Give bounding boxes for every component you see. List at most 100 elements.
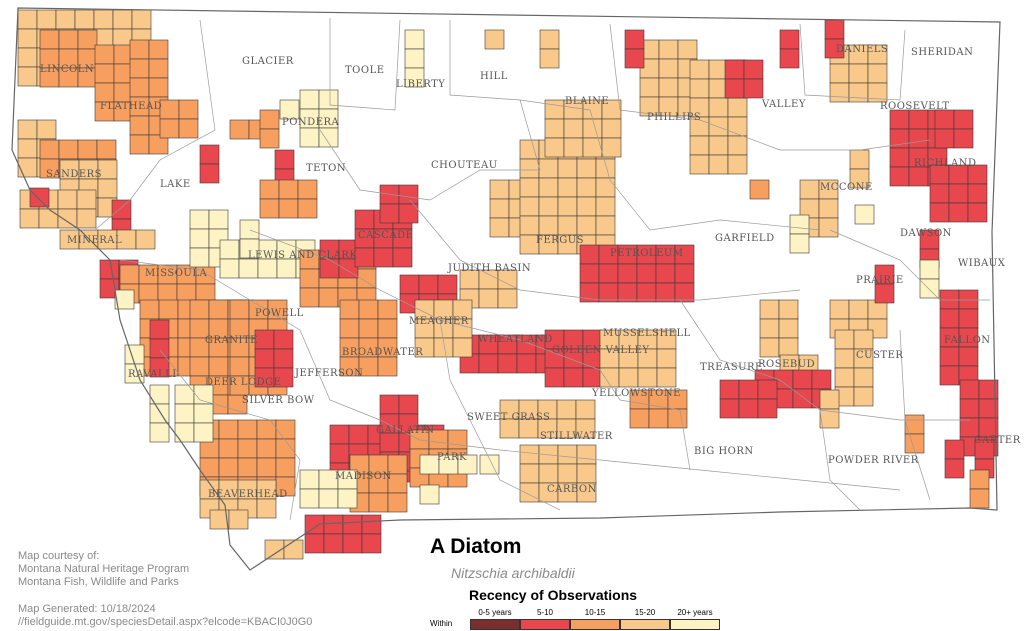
grid-cell [958, 308, 979, 329]
map-generated-info: Map Generated: 10/18/2024 //fieldguide.m… [18, 603, 312, 629]
grid-cell [939, 308, 960, 329]
grid-cell [219, 239, 240, 260]
grid-cell [373, 247, 394, 268]
grid-cell [257, 258, 278, 279]
grid-cell [338, 258, 359, 279]
grid-cell [218, 419, 239, 440]
grid-cell [398, 184, 419, 205]
grid-cell [139, 299, 160, 320]
grid-cell [97, 178, 118, 199]
grid-cell [939, 346, 960, 367]
grid-cell [544, 367, 565, 388]
legend-label-5-10: 5-10 [536, 608, 553, 617]
county-label-judith-basin: JUDITH BASIN [447, 263, 531, 274]
grid-cell [834, 367, 855, 388]
grid-cell [329, 443, 350, 464]
grid-cell [283, 539, 304, 560]
grid-cell [304, 533, 325, 554]
grid-cell [724, 78, 745, 99]
county-label-phillips: PHILLIPS [647, 112, 701, 123]
grid-cell [904, 414, 925, 435]
grid-cell [237, 438, 258, 459]
county-label-rosebud: ROSEBUD [758, 359, 815, 370]
grid-cell [749, 179, 770, 200]
grid-cell [484, 29, 505, 50]
county-label-golden-valley: GOLDEN VALLEY [552, 345, 650, 356]
grid-cell [274, 149, 295, 170]
grid-cell [339, 318, 360, 339]
grid-cell [944, 439, 965, 460]
grid-cell [853, 329, 874, 350]
county-label-yellowstone: YELLOWSTONE [591, 388, 681, 399]
county-label-deer-lodge: DEER LODGE [205, 377, 281, 388]
observation-grid-cells [17, 9, 999, 560]
grid-cell [17, 28, 38, 49]
grid-cell [377, 356, 398, 377]
grid-cell [959, 379, 980, 400]
county-label-mineral: MINERAL [67, 235, 122, 246]
grid-cell [342, 514, 363, 535]
grid-cell [379, 203, 400, 224]
grid-cell [853, 386, 874, 407]
grid-cell [724, 59, 745, 80]
grid-cell [829, 82, 850, 103]
grid-cell [595, 196, 616, 217]
grid-cell [299, 287, 320, 308]
grid-cell [658, 39, 679, 60]
grid-cell [629, 408, 650, 429]
grid-cell [727, 97, 748, 118]
grid-cell [112, 9, 133, 30]
grid-cell [354, 247, 375, 268]
grid-cell [595, 215, 616, 236]
grid-cell [419, 484, 440, 505]
legend-label-15-20: 15-20 [634, 608, 656, 617]
grid-cell [944, 458, 965, 479]
grid-cell [329, 424, 350, 445]
grid-cell [719, 398, 740, 419]
grid-cell [323, 533, 344, 554]
grid-cell [77, 29, 98, 50]
grid-cell [969, 469, 990, 490]
county-label-toole: TOOLE [345, 65, 385, 76]
grid-cell [356, 268, 377, 289]
grid-cell [299, 89, 320, 110]
grid-cell [939, 289, 960, 310]
grid-cell [368, 492, 389, 513]
county-label-flathead: FLATHEAD [100, 101, 162, 112]
grid-cell [557, 463, 578, 484]
county-label-fergus: FERGUS [536, 235, 584, 246]
grid-cell [189, 209, 210, 230]
grid-cell [178, 118, 199, 139]
county-label-stillwater: STILLWATER [540, 431, 613, 442]
grid-cell [848, 63, 869, 84]
grid-cell [727, 116, 748, 137]
grid-cell [149, 338, 170, 359]
county-label-lake: LAKE [160, 179, 191, 190]
grid-cell [497, 353, 518, 374]
grid-cell [148, 77, 169, 98]
grid-cell [689, 135, 710, 156]
county-boundaries [94, 18, 990, 521]
county-label-mccone: MCCONE [820, 182, 873, 193]
grid-cell [929, 202, 950, 223]
grid-cell [99, 259, 120, 280]
county-label-chouteau: CHOUTEAU [431, 160, 498, 171]
grid-cell [111, 199, 132, 220]
grid-cell [792, 369, 813, 390]
county-label-jefferson: JEFFERSON [294, 368, 363, 379]
grid-cell [208, 299, 229, 320]
grid-cell [228, 509, 249, 530]
grid-cell [544, 137, 565, 158]
grid-cell [557, 196, 578, 217]
grid-cell [299, 488, 320, 509]
county-label-sanders: SANDERS [46, 169, 102, 180]
grid-cell [727, 135, 748, 156]
grid-cell [677, 39, 698, 60]
grid-cell [874, 283, 895, 304]
grid-cell [934, 109, 955, 130]
grid-cell [538, 215, 559, 236]
grid-cell [908, 109, 929, 130]
grid-cell [601, 118, 622, 139]
credit-line: Montana Natural Heritage Program [18, 563, 190, 575]
grid-cell [778, 318, 799, 339]
